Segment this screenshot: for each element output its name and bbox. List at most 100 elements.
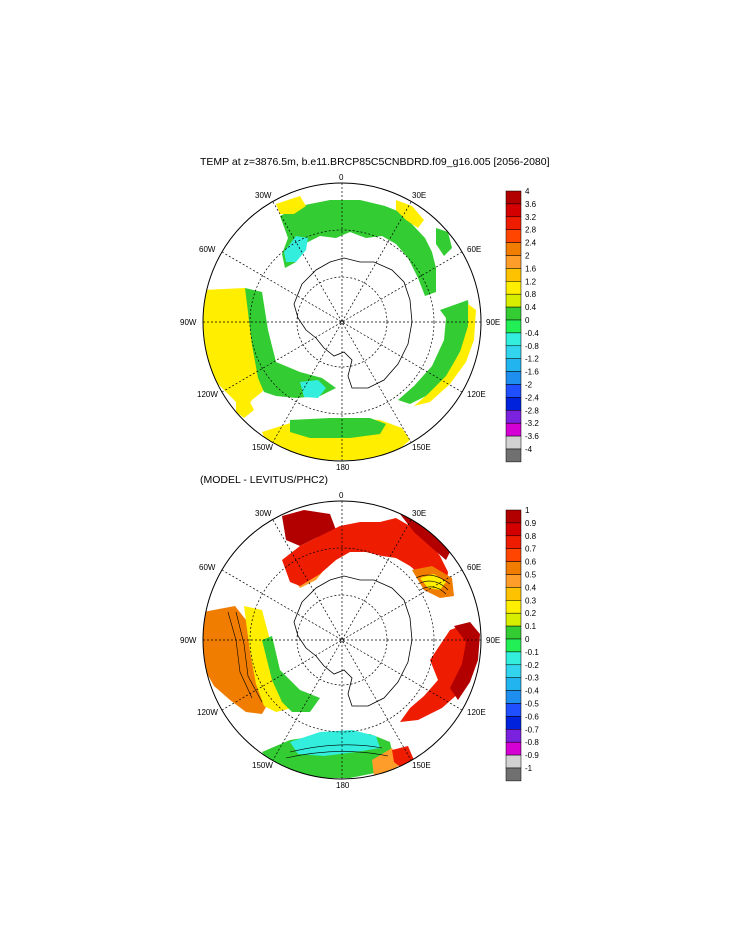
p1-cyan-120w	[300, 380, 326, 398]
p1-green-east	[398, 300, 470, 404]
p2-lon-30e: 30E	[412, 509, 426, 518]
cb1-label-10: 0	[525, 316, 530, 325]
cb1-swatch-15	[505, 384, 522, 398]
cb2-swatch-5	[505, 574, 522, 588]
p2-darkred-east	[450, 622, 480, 700]
cb2-label-7: 0.3	[525, 596, 537, 605]
cb1-swatch-13	[505, 358, 522, 372]
p1-green-south	[290, 418, 386, 438]
p1-lon-0: 0	[339, 173, 344, 182]
panel2-map: 0 30E 60E 90E 120E 150E 180 150W 120W 90…	[180, 491, 500, 790]
cb2-swatch-1	[505, 522, 522, 537]
cb2-swatch-14	[505, 690, 522, 704]
cb2-label-10: 0	[525, 635, 530, 644]
p2-yellow-60e	[420, 574, 446, 590]
p1-lon-60e: 60E	[467, 245, 481, 254]
cb1-swatch-5	[505, 255, 522, 269]
cb1-swatch-16	[505, 397, 522, 411]
p1-yellow-east	[414, 304, 476, 406]
cb1-label-6: 1.6	[525, 264, 537, 273]
p1-lon-30e: 30E	[412, 191, 426, 200]
p1-lon-60w: 60W	[199, 245, 216, 254]
cb1-label-2: 3.2	[525, 213, 537, 222]
cb2-label-0: 1	[525, 506, 530, 515]
cb2-label-19: -0.9	[525, 751, 539, 760]
cb2-label-14: -0.4	[525, 687, 539, 696]
cb2-label-15: -0.5	[525, 700, 539, 709]
p1-cyan-60w	[284, 236, 308, 262]
p2-lon-150e: 150E	[412, 761, 431, 770]
cb2-swatch-8	[505, 612, 522, 627]
cb1-swatch-9	[505, 306, 522, 321]
p2-darkred-north	[282, 510, 336, 546]
p2-green-west	[262, 636, 320, 712]
p1-yellow-30w	[276, 196, 306, 214]
p1-lon-90w: 90W	[180, 318, 197, 327]
cb2-swatch-19	[505, 754, 522, 769]
cb2-swatch-10	[505, 638, 522, 653]
cb1-label-19: -3.6	[525, 432, 539, 441]
p2-lon-30w: 30W	[255, 509, 272, 518]
cb1-label-0: 4	[525, 187, 530, 196]
cb2-swatch-3	[505, 548, 522, 562]
p2-lon-90e: 90E	[486, 636, 500, 645]
p1-lon-180: 180	[336, 463, 350, 472]
cb2-swatch-13	[505, 677, 522, 691]
p1-lon-120w: 120W	[197, 390, 218, 399]
p2-darkred-30e	[400, 514, 452, 560]
p1-antarctica	[293, 257, 413, 389]
cb2-swatch-0	[505, 509, 522, 524]
cb1-label-8: 0.8	[525, 290, 537, 299]
cb2-label-6: 0.4	[525, 583, 537, 592]
p2-cyan-south	[290, 730, 380, 756]
cb2-swatch-2	[505, 535, 522, 549]
cb1-swatch-4	[505, 242, 522, 256]
cb2-swatch-16	[505, 716, 522, 730]
p1-lon-120e: 120E	[467, 390, 486, 399]
panel2-colorbar: 1 0.9 0.8 0.7 0.6 0.5 0.4 0.3 0.2 0.1 0 -0.1 -0.2 -0.…	[505, 506, 539, 782]
cb1-label-11: -0.4	[525, 329, 539, 338]
cb1-swatch-1	[505, 203, 522, 218]
cb1-label-7: 1.2	[525, 277, 537, 286]
p1-green-north	[280, 200, 436, 296]
p2-red-east	[400, 624, 476, 722]
panel1-colorbar: 4 3.6 3.2 2.8 2.4 2 1.6 1.2 0.8 0.4 0 -0.4 -0.8 -1.2 -…	[505, 187, 539, 463]
p2-lon-120w: 120W	[197, 708, 218, 717]
cb1-swatch-6	[505, 268, 522, 282]
cb1-swatch-2	[505, 216, 522, 230]
p1-lon-30w: 30W	[255, 191, 272, 200]
cb1-swatch-3	[505, 229, 522, 243]
cb1-label-9: 0.4	[525, 303, 537, 312]
p2-red-north	[282, 518, 448, 590]
cb2-swatch-4	[505, 561, 522, 575]
cb2-label-5: 0.5	[525, 571, 537, 580]
p1-boundary	[202, 182, 482, 462]
cb1-label-15: -2	[525, 381, 533, 390]
p2-lon-60w: 60W	[199, 563, 216, 572]
cb2-label-17: -0.7	[525, 725, 539, 734]
p1-graticule	[203, 183, 481, 461]
cb1-label-18: -3.2	[525, 419, 539, 428]
cb2-label-4: 0.6	[525, 558, 537, 567]
cb1-label-14: -1.6	[525, 368, 539, 377]
panel1-map: 0 30E 60E 90E 120E 150E 180 150W 120W 90…	[180, 173, 500, 472]
cb1-swatch-18	[505, 422, 522, 437]
cb2-label-9: 0.1	[525, 622, 537, 631]
panel2-title: (MODEL - LEVITUS/PHC2)	[200, 474, 328, 486]
cb1-label-17: -2.8	[525, 406, 539, 415]
cb1-swatch-17	[505, 410, 522, 424]
cb2-swatch-15	[505, 703, 522, 717]
cb1-swatch-20	[505, 448, 522, 463]
p2-lon-0: 0	[339, 491, 344, 500]
cb2-label-11: -0.1	[525, 648, 539, 657]
cb1-swatch-14	[505, 371, 522, 385]
p2-yellow-west	[244, 606, 304, 712]
cb1-swatch-10	[505, 319, 522, 334]
cb1-swatch-19	[505, 435, 522, 450]
p1-lon-90e: 90E	[486, 318, 500, 327]
cb2-swatch-6	[505, 587, 522, 601]
cb1-swatch-7	[505, 281, 522, 295]
cb2-label-20: -1	[525, 764, 533, 773]
cb1-label-20: -4	[525, 445, 533, 454]
